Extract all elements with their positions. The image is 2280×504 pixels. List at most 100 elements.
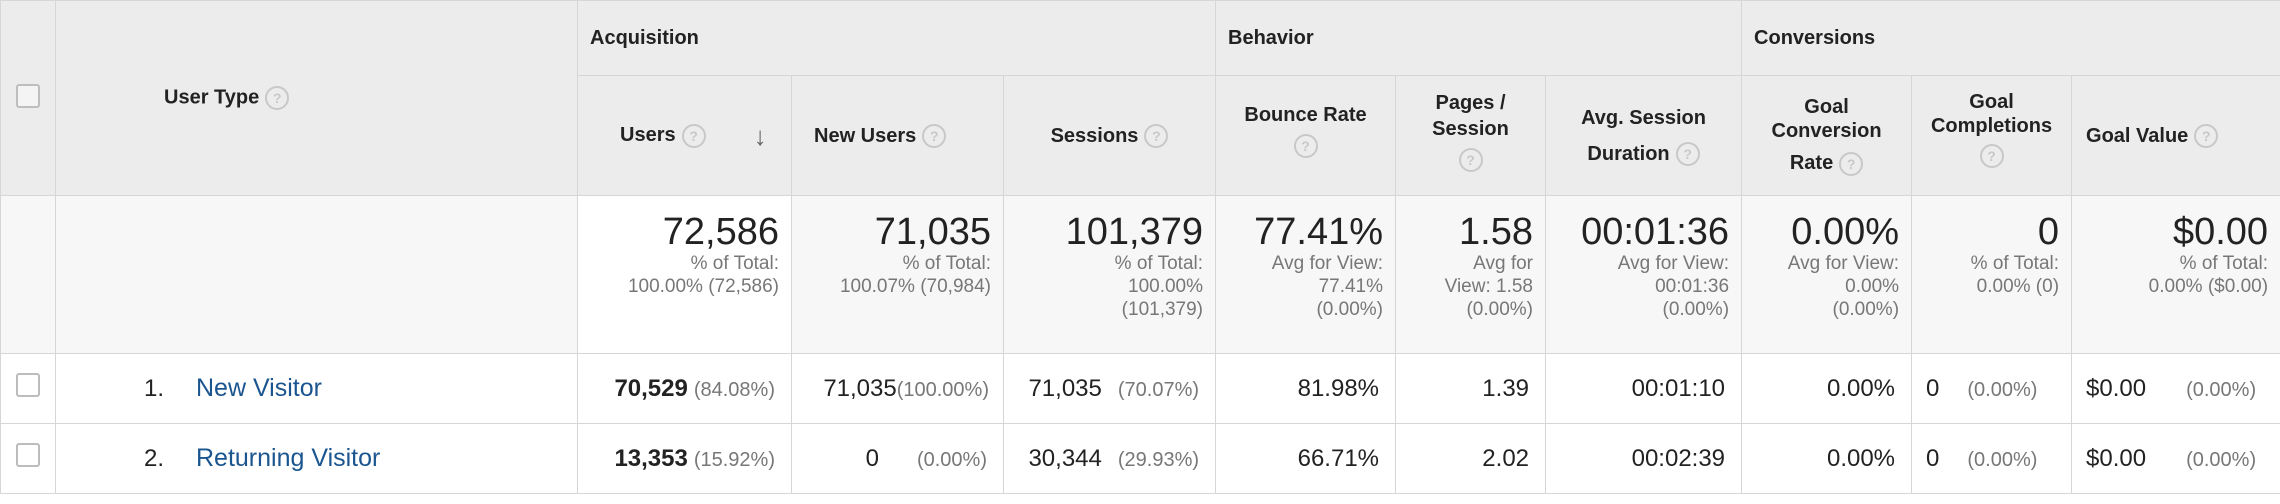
cell-sessions: 71,035 (70.07%) bbox=[1002, 353, 1217, 424]
row-index: 2. bbox=[144, 445, 165, 472]
help-icon[interactable]: ? bbox=[1144, 124, 1169, 149]
cell-users: 70,529 (84.08%) bbox=[577, 353, 792, 424]
column-goal-value[interactable]: Goal Value? bbox=[2071, 75, 2280, 196]
cell-goal-completions: 0 (0.00%) bbox=[1911, 423, 2073, 494]
total-users-note: % of Total: bbox=[690, 253, 779, 274]
cell-percent: (29.93%) bbox=[1117, 448, 1200, 471]
help-icon[interactable]: ? bbox=[1293, 134, 1318, 158]
row-checkbox[interactable] bbox=[16, 373, 40, 397]
cell-value: 0 bbox=[1926, 444, 1940, 472]
dimension-label: User Type bbox=[164, 86, 260, 109]
help-icon[interactable]: ? bbox=[922, 124, 947, 149]
cell-percent: (0.00%) bbox=[2186, 448, 2257, 471]
total-goal-conv-note: Avg for View: bbox=[1787, 253, 1900, 274]
cell-goal-value: $0.00 (0.00%) bbox=[2071, 423, 2280, 494]
help-icon[interactable]: ? bbox=[1839, 151, 1864, 176]
total-goal-conv-note: 0.00% bbox=[1845, 276, 1900, 297]
total-bounce-rate-note: (0.00%) bbox=[1316, 299, 1384, 320]
select-all-checkbox[interactable] bbox=[16, 83, 40, 108]
cell-goal-conv-rate: 0.00% bbox=[1741, 353, 1913, 424]
totals-spacer bbox=[0, 195, 56, 354]
row-checkbox[interactable] bbox=[16, 443, 40, 467]
cell-value: 30,344 bbox=[1028, 444, 1102, 472]
column-goal-value-label: Goal Value bbox=[2086, 124, 2189, 147]
group-behavior: Behavior bbox=[1215, 0, 1743, 76]
help-icon[interactable]: ? bbox=[1458, 148, 1483, 172]
cell-value: 0 bbox=[1926, 374, 1940, 402]
total-new-users-note: % of Total: bbox=[902, 253, 991, 274]
column-new-users[interactable]: New Users? bbox=[791, 75, 1004, 196]
cell-pages-session: 1.39 bbox=[1395, 353, 1547, 424]
column-sessions-label: Sessions bbox=[1050, 124, 1139, 147]
total-avg-duration-note: (0.00%) bbox=[1662, 299, 1730, 320]
total-avg-duration-note: 00:01:36 bbox=[1655, 276, 1730, 297]
column-pages-session[interactable]: Pages / Session ? bbox=[1395, 75, 1547, 196]
cell-value: 70,529 bbox=[614, 374, 688, 402]
total-pages-session-note: View: 1.58 bbox=[1444, 276, 1534, 297]
cell-value: $0.00 bbox=[2086, 374, 2147, 402]
total-goal-comp-note: % of Total: bbox=[1970, 253, 2060, 274]
total-bounce-rate: 77.41% Avg for View: 77.41% (0.00%) bbox=[1215, 195, 1397, 354]
cell-value: 71,035 bbox=[1028, 374, 1102, 402]
column-goal-conversion-rate[interactable]: Goal Conversion Rate? bbox=[1741, 75, 1913, 196]
column-avg-duration-label-2: Duration bbox=[1587, 142, 1670, 165]
column-new-users-label: New Users bbox=[814, 124, 917, 147]
cell-bounce-rate: 81.98% bbox=[1215, 353, 1397, 424]
cell-goal-completions: 0 (0.00%) bbox=[1911, 353, 2073, 424]
row-index: 1. bbox=[144, 375, 165, 402]
column-goal-conv-label-3: Rate bbox=[1789, 152, 1834, 175]
sort-descending-icon[interactable]: ↓ bbox=[753, 120, 767, 151]
total-goal-conv-note: (0.00%) bbox=[1832, 299, 1900, 320]
column-users[interactable]: Users? ↓ bbox=[577, 75, 792, 196]
total-pages-session-value: 1.58 bbox=[1459, 211, 1534, 253]
help-icon[interactable]: ? bbox=[2194, 124, 2219, 149]
cell-value: 0 bbox=[865, 444, 879, 472]
total-goal-conv-value: 0.00% bbox=[1791, 211, 1900, 253]
row-select-cell bbox=[0, 353, 56, 424]
total-goal-value-note: 0.00% ($0.00) bbox=[2148, 276, 2269, 297]
total-sessions-note: (101,379) bbox=[1121, 299, 1204, 320]
row-link-new-visitor[interactable]: New Visitor bbox=[196, 374, 322, 402]
total-pages-session: 1.58 Avg for View: 1.58 (0.00%) bbox=[1395, 195, 1547, 354]
column-avg-session-duration[interactable]: Avg. Session Duration? bbox=[1545, 75, 1743, 196]
total-goal-conversion-rate: 0.00% Avg for View: 0.00% (0.00%) bbox=[1741, 195, 1913, 354]
total-goal-value: $0.00 % of Total: 0.00% ($0.00) bbox=[2071, 195, 2280, 354]
total-sessions-note: 100.00% bbox=[1128, 276, 1204, 297]
column-bounce-rate-label: Bounce Rate bbox=[1244, 104, 1367, 126]
column-pages-session-label-1: Pages / bbox=[1435, 92, 1506, 114]
total-goal-value-value: $0.00 bbox=[2172, 211, 2269, 253]
help-icon[interactable]: ? bbox=[1979, 144, 2004, 168]
total-goal-completions: 0 % of Total: 0.00% (0) bbox=[1911, 195, 2073, 354]
group-acquisition: Acquisition bbox=[576, 0, 1217, 76]
column-goal-completions[interactable]: Goal Completions ? bbox=[1911, 75, 2073, 196]
cell-percent: (0.00%) bbox=[2186, 378, 2257, 401]
column-sessions[interactable]: Sessions? bbox=[1002, 75, 1217, 196]
row-link-returning-visitor[interactable]: Returning Visitor bbox=[196, 444, 381, 472]
total-bounce-rate-note: 77.41% bbox=[1318, 276, 1384, 297]
cell-sessions: 30,344 (29.93%) bbox=[1002, 423, 1217, 494]
total-users-note: 100.00% (72,586) bbox=[627, 276, 779, 297]
cell-new-users: 0 (0.00%) bbox=[791, 423, 1004, 494]
total-avg-duration: 00:01:36 Avg for View: 00:01:36 (0.00%) bbox=[1545, 195, 1743, 354]
help-icon[interactable]: ? bbox=[1675, 142, 1700, 167]
total-pages-session-note: Avg for bbox=[1473, 253, 1534, 274]
total-goal-comp-value: 0 bbox=[2037, 211, 2060, 253]
help-icon[interactable]: ? bbox=[265, 86, 290, 110]
total-bounce-rate-note: Avg for View: bbox=[1271, 253, 1384, 274]
total-users-value: 72,586 bbox=[662, 211, 779, 253]
total-goal-comp-note: 0.00% (0) bbox=[1976, 276, 2060, 297]
cell-percent: (0.00%) bbox=[1967, 448, 2038, 471]
cell-goal-value: $0.00 (0.00%) bbox=[2071, 353, 2280, 424]
column-bounce-rate[interactable]: Bounce Rate ? bbox=[1215, 75, 1397, 196]
help-icon[interactable]: ? bbox=[681, 123, 706, 148]
cell-users: 13,353 (15.92%) bbox=[577, 423, 792, 494]
total-sessions-value: 101,379 bbox=[1065, 211, 1204, 253]
total-avg-duration-note: Avg for View: bbox=[1617, 253, 1730, 274]
column-goal-comp-label-1: Goal bbox=[1969, 91, 2014, 113]
total-users: 72,586 % of Total: 100.00% (72,586) bbox=[577, 195, 792, 354]
cell-value: $0.00 bbox=[2086, 444, 2147, 472]
cell-percent: (0.00%) bbox=[1967, 378, 2038, 401]
dimension-header: User Type? bbox=[55, 0, 578, 196]
cell-value: 13,353 bbox=[614, 444, 688, 472]
